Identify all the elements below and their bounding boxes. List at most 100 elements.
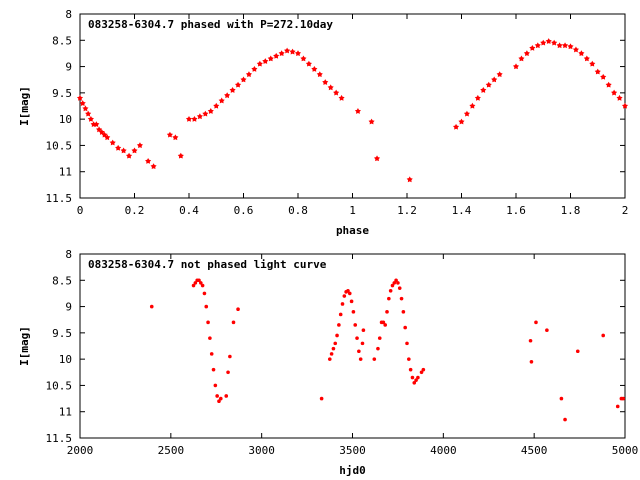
data-point [76,94,84,101]
data-point [611,89,618,96]
data-point [126,152,133,159]
data-point [202,110,209,117]
data-point [572,46,579,53]
x-tick-label: 2 [622,204,629,217]
data-point [82,105,89,112]
data-point [575,349,580,354]
data-point [556,42,563,49]
data-point [406,176,413,183]
data-point [347,291,352,296]
data-point [351,310,356,314]
data-points [76,38,629,183]
data-point [115,144,122,151]
data-point [551,39,558,46]
data-point [394,278,398,283]
data-point [229,87,236,93]
data-point [278,50,285,57]
data-point [534,320,538,325]
data-point [333,341,338,346]
y-tick-label: 10.5 [46,379,73,392]
data-point [594,68,601,75]
data-point [185,115,193,122]
data-point [601,333,605,338]
data-point [98,129,105,135]
y-tick-label: 11 [59,406,72,419]
data-point [529,44,536,51]
data-point [403,325,407,330]
y-tick-label: 9 [65,61,72,74]
data-point [177,152,184,159]
data-point [202,291,207,296]
data-point [621,396,625,401]
x-tick-label: 1.4 [452,204,472,217]
data-point [342,294,347,298]
data-point [337,323,341,327]
data-point [335,333,339,338]
data-point [104,134,111,141]
x-axis-label: hjd0 [339,464,366,477]
data-point [224,394,229,398]
data-point [200,283,205,288]
data-point [207,108,214,114]
data-point [96,126,103,133]
data-point [101,131,108,138]
data-point [120,147,127,154]
data-point [340,302,345,306]
data-point [361,328,366,333]
data-point [512,63,520,70]
x-tick-label: 4500 [521,444,548,457]
data-point [79,100,86,106]
data-point [322,79,329,85]
plot-1: 0 0.2 0.4 0.6 0.8 1 1.2 1.4 1.6 1.8 2 8 8.5 9 9.5 10 10.… [18,8,628,237]
y-tick-label: 8.5 [52,274,72,287]
data-point [196,113,203,120]
plot-2: 2000 2500 3000 3500 4000 4500 5000 8 8.5 9 9.5 10 10… [18,248,638,477]
y-tick-label: 10 [59,113,72,126]
data-point [226,370,230,375]
x-tick-label: 0.6 [234,204,254,217]
data-point [376,346,380,351]
data-point [358,357,363,361]
data-point [388,289,393,293]
data-point [360,341,365,346]
data-point [408,367,413,372]
data-point [385,310,389,314]
data-point [251,66,258,72]
data-point [150,163,157,170]
data-point [273,52,280,59]
data-point [563,417,567,422]
data-point [396,281,400,285]
data-point [562,42,569,49]
data-point [578,50,585,57]
x-tick-label: 5000 [612,444,639,457]
y-tick-label: 10.5 [46,139,73,152]
y-tick-label: 9.5 [52,327,72,340]
data-point [191,115,198,122]
data-point [474,94,481,101]
data-point [559,396,564,401]
data-point [217,399,221,404]
y-tick-label: 11 [59,166,72,179]
x-tick-label: 0.4 [179,204,199,217]
data-points [149,278,625,422]
data-point [349,299,354,304]
data-point [529,359,534,364]
data-point [605,81,612,88]
data-point [199,281,203,285]
data-point [401,310,406,314]
data-point [392,281,397,285]
plot-title: 083258-6304.7 not phased light curve [88,258,327,271]
y-tick-label: 8 [65,8,72,21]
plot-frame [79,253,626,439]
data-point [215,394,219,398]
data-point [405,341,409,346]
data-point [231,320,236,325]
data-point [407,357,411,361]
data-point [545,328,549,333]
x-axis-label: phase [336,224,369,237]
data-point [235,81,242,88]
x-tick-label: 0.2 [125,204,145,217]
data-point [480,87,487,93]
data-point [109,139,116,146]
